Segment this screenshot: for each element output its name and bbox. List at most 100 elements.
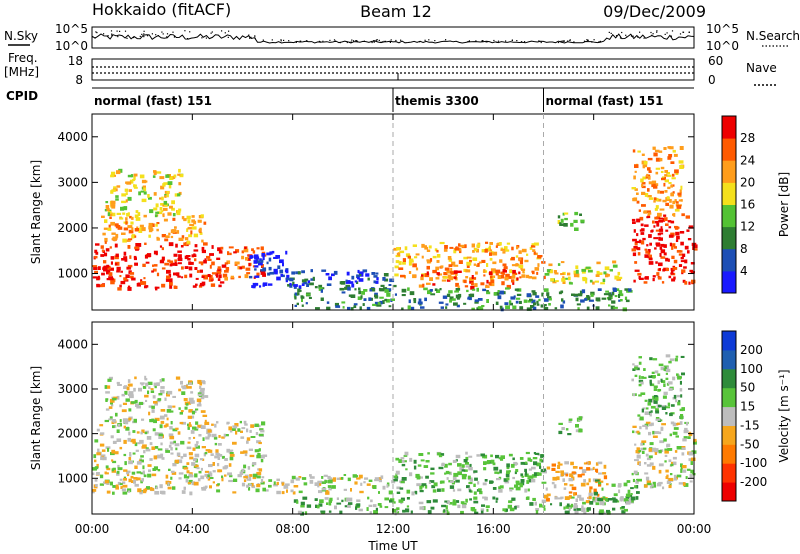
- data-cell: [233, 251, 237, 254]
- data-cell: [152, 428, 156, 432]
- nsearch-dot: [119, 30, 121, 32]
- data-cell: [184, 266, 189, 269]
- nsearch-dot: [157, 35, 159, 37]
- data-cell: [532, 292, 537, 296]
- data-cell: [677, 401, 681, 406]
- data-cell: [663, 147, 667, 150]
- data-cell: [146, 436, 152, 440]
- nsearch-dot: [116, 30, 118, 32]
- data-cell: [319, 483, 322, 486]
- data-cell: [335, 305, 341, 308]
- data-cell: [170, 421, 173, 425]
- data-cell: [579, 290, 583, 295]
- data-cell: [168, 468, 171, 471]
- data-cell: [616, 288, 620, 291]
- data-cell: [658, 431, 662, 435]
- data-cell: [637, 252, 641, 256]
- data-cell: [660, 166, 665, 170]
- data-cell: [366, 483, 371, 486]
- data-cell: [395, 473, 398, 478]
- data-cell: [516, 293, 522, 296]
- data-cell: [193, 249, 199, 252]
- data-cell: [427, 510, 432, 515]
- data-cell: [386, 292, 391, 297]
- data-cell: [626, 289, 630, 293]
- data-cell: [502, 269, 506, 273]
- data-cell: [651, 180, 657, 185]
- data-cell: [679, 421, 683, 425]
- data-cell: [624, 508, 628, 512]
- data-cell: [672, 213, 675, 216]
- data-cell: [570, 461, 574, 466]
- data-cell: [533, 472, 539, 476]
- data-cell: [543, 275, 546, 280]
- nsearch-dot: [143, 30, 145, 32]
- data-cell: [320, 289, 323, 293]
- data-cell: [159, 176, 165, 180]
- y-axis-label: Slant Range [km]: [29, 160, 43, 264]
- data-cell: [156, 399, 161, 403]
- data-cell: [608, 292, 611, 296]
- data-cell: [201, 239, 204, 243]
- nsearch-dot: [333, 39, 336, 41]
- nsearch-dot: [424, 39, 426, 41]
- data-cell: [660, 427, 664, 431]
- data-cell: [256, 475, 261, 479]
- colorbar-tick-label: 4: [740, 264, 748, 278]
- data-cell: [373, 275, 378, 278]
- data-cell: [161, 247, 164, 251]
- data-cell: [189, 223, 195, 226]
- data-cell: [131, 216, 134, 220]
- data-cell: [360, 482, 363, 486]
- data-cell: [289, 278, 294, 282]
- data-cell: [660, 170, 664, 173]
- data-cell: [576, 303, 581, 306]
- data-cell: [567, 433, 572, 436]
- data-cell: [406, 505, 410, 508]
- data-cell: [127, 490, 131, 493]
- data-cell: [617, 483, 622, 487]
- data-cell: [148, 225, 153, 230]
- data-cell: [177, 257, 183, 262]
- data-cell: [200, 261, 204, 266]
- data-cell: [592, 466, 595, 470]
- data-cell: [161, 457, 165, 460]
- nsearch-dot: [540, 41, 542, 44]
- data-cell: [140, 190, 145, 193]
- data-cell: [113, 425, 117, 428]
- data-cell: [546, 269, 552, 273]
- data-cell: [209, 477, 214, 479]
- data-cell: [301, 296, 305, 299]
- data-cell: [641, 153, 645, 156]
- data-cell: [367, 277, 370, 281]
- data-cell: [668, 146, 673, 149]
- data-cell: [173, 285, 177, 289]
- data-cell: [164, 238, 169, 242]
- data-cell: [300, 505, 305, 508]
- data-cell: [466, 265, 470, 268]
- data-cell: [581, 505, 584, 508]
- data-cell: [326, 306, 331, 310]
- data-cell: [168, 242, 174, 247]
- data-cell: [639, 229, 644, 232]
- data-cell: [154, 385, 157, 389]
- data-cell: [669, 358, 675, 362]
- nsearch-dot: [671, 30, 674, 32]
- data-cell: [597, 272, 603, 275]
- data-cell: [121, 409, 127, 413]
- data-cell: [685, 422, 689, 426]
- data-cell: [652, 449, 656, 452]
- nsearch-dot: [538, 40, 540, 42]
- data-cell: [677, 192, 682, 196]
- data-cell: [106, 490, 111, 494]
- data-cell: [649, 357, 653, 361]
- data-cell: [436, 289, 441, 293]
- data-cell: [521, 475, 524, 478]
- data-cell: [452, 499, 456, 503]
- data-cell: [196, 398, 202, 403]
- data-cell: [114, 243, 118, 248]
- data-cell: [134, 228, 139, 232]
- data-cell: [402, 509, 406, 513]
- data-cell: [117, 287, 122, 291]
